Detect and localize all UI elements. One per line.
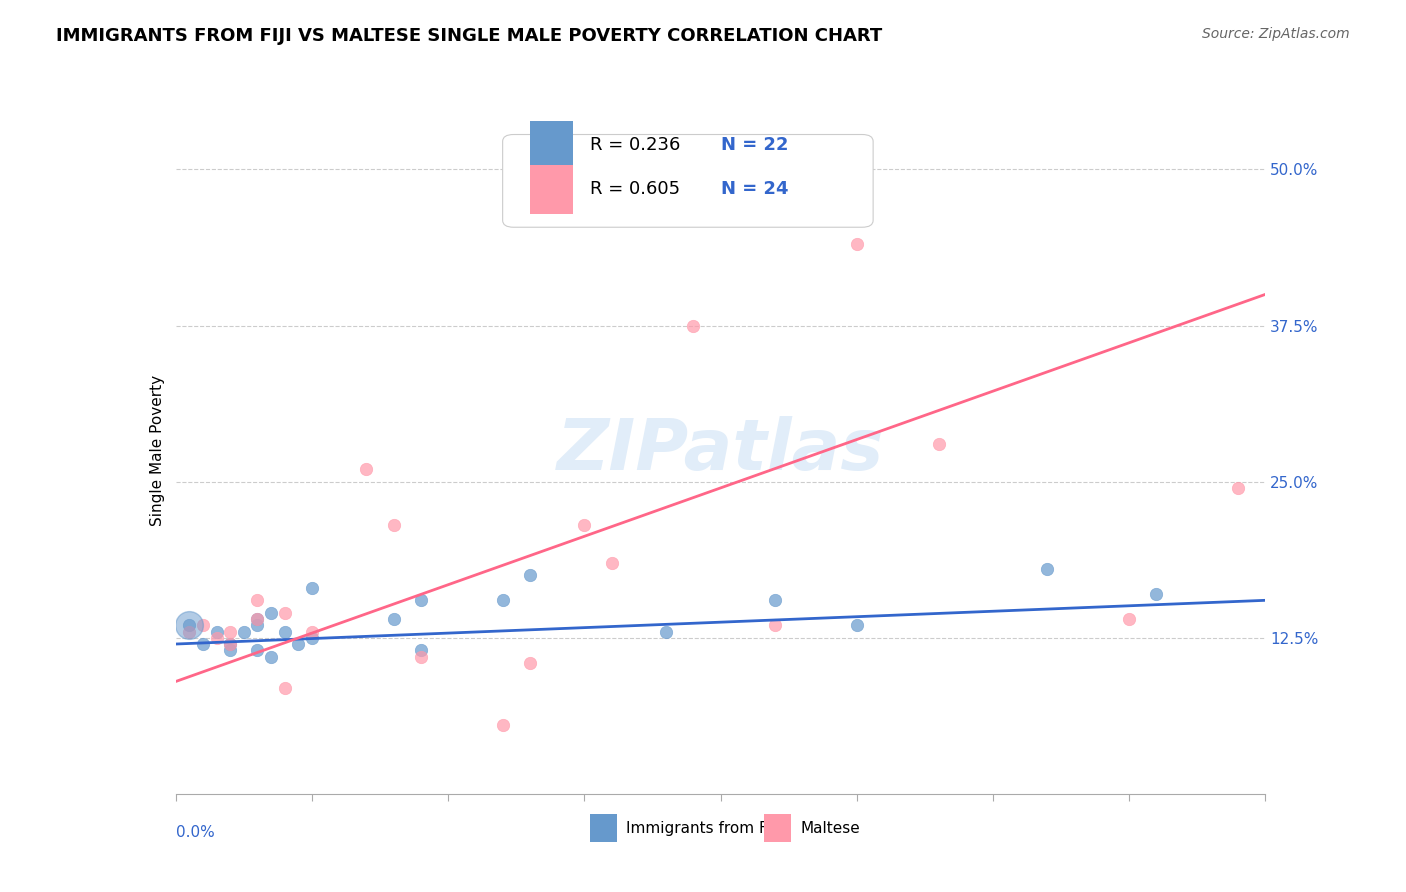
Point <box>710 200 733 214</box>
Point <box>382 518 405 533</box>
Text: ZIPatlas: ZIPatlas <box>557 416 884 485</box>
Text: IMMIGRANTS FROM FIJI VS MALTESE SINGLE MALE POVERTY CORRELATION CHART: IMMIGRANTS FROM FIJI VS MALTESE SINGLE M… <box>56 27 883 45</box>
Point <box>274 624 297 639</box>
Point <box>409 593 432 607</box>
Point <box>763 593 786 607</box>
Point <box>246 612 269 626</box>
Point <box>409 643 432 657</box>
Text: R = 0.605: R = 0.605 <box>591 180 681 198</box>
Point <box>301 581 323 595</box>
Point <box>1227 481 1250 495</box>
Point <box>274 681 297 695</box>
Point <box>382 612 405 626</box>
Point <box>287 637 309 651</box>
Point <box>191 637 214 651</box>
Point <box>179 618 201 632</box>
Point <box>519 656 541 670</box>
Point <box>845 237 868 252</box>
Bar <box>591 814 617 842</box>
Point <box>191 618 214 632</box>
Point <box>219 637 242 651</box>
Point <box>205 631 228 645</box>
Point <box>260 649 283 664</box>
Point <box>260 606 283 620</box>
Point <box>246 593 269 607</box>
Point <box>845 618 868 632</box>
Point <box>246 618 269 632</box>
Point <box>1036 562 1059 576</box>
Point <box>205 624 228 639</box>
Text: N = 22: N = 22 <box>721 136 789 153</box>
Point <box>574 518 596 533</box>
Point <box>763 618 786 632</box>
Point <box>1118 612 1140 626</box>
Text: R = 0.236: R = 0.236 <box>591 136 681 153</box>
Point <box>301 624 323 639</box>
Point <box>409 649 432 664</box>
Point <box>219 624 242 639</box>
Bar <box>530 120 574 169</box>
FancyBboxPatch shape <box>503 135 873 227</box>
Point <box>928 437 950 451</box>
Point <box>519 568 541 582</box>
Point <box>219 643 242 657</box>
Point <box>1144 587 1167 601</box>
Bar <box>530 165 574 213</box>
Text: Maltese: Maltese <box>800 821 860 836</box>
Point <box>274 606 297 620</box>
Point <box>492 718 515 732</box>
Point <box>246 643 269 657</box>
Point <box>232 624 254 639</box>
Text: Source: ZipAtlas.com: Source: ZipAtlas.com <box>1202 27 1350 41</box>
Text: 0.0%: 0.0% <box>176 825 215 839</box>
Text: Immigrants from Fiji: Immigrants from Fiji <box>626 821 779 836</box>
Y-axis label: Single Male Poverty: Single Male Poverty <box>149 375 165 526</box>
Point <box>655 624 678 639</box>
Point <box>219 637 242 651</box>
Point <box>356 462 378 476</box>
Point <box>301 631 323 645</box>
Point <box>179 618 201 632</box>
Text: N = 24: N = 24 <box>721 180 789 198</box>
Point <box>492 593 515 607</box>
Point <box>179 624 201 639</box>
Point <box>246 612 269 626</box>
Bar <box>765 814 792 842</box>
Point <box>682 318 704 333</box>
Point <box>600 556 623 570</box>
